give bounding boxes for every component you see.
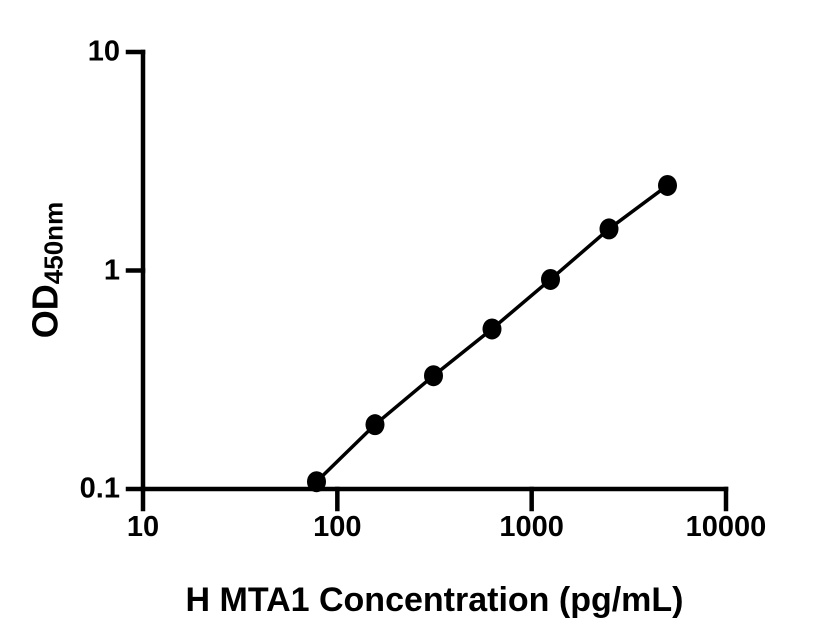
x-tick-label-100: 100 xyxy=(313,511,362,543)
x-tick-label-10: 10 xyxy=(126,511,160,543)
data-point xyxy=(365,414,385,436)
y-axis-title: OD450nm xyxy=(25,202,70,338)
data-point xyxy=(540,268,560,290)
data-point xyxy=(306,471,326,493)
y-axis-title-main: OD xyxy=(24,284,66,339)
data-point xyxy=(482,318,502,340)
data-point xyxy=(657,174,677,196)
y-tick-label-0.1: 0.1 xyxy=(79,472,120,505)
y-tick-label-10: 10 xyxy=(87,35,120,68)
data-point xyxy=(423,365,443,387)
y-axis-title-sub: 450nm xyxy=(38,201,69,285)
x-tick-label-1000: 1000 xyxy=(499,511,564,543)
x-axis-title: H MTA1 Concentration (pg/mL) xyxy=(185,581,684,619)
y-tick-label-1: 1 xyxy=(103,254,120,286)
data-point xyxy=(599,218,619,240)
x-tick-label-10000: 10000 xyxy=(685,511,767,543)
